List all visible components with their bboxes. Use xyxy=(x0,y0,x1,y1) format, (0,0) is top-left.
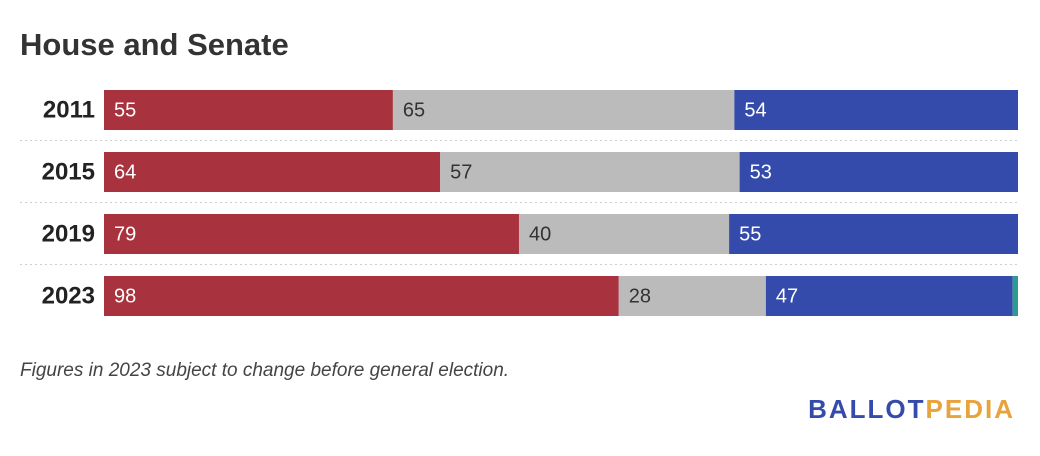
bar-segment xyxy=(104,90,393,130)
value-label: 55 xyxy=(114,99,136,121)
y-tick-label: 2015 xyxy=(42,158,95,185)
footnote: Figures in 2023 subject to change before… xyxy=(20,360,509,381)
bar-segment xyxy=(734,90,1018,130)
y-tick-label: 2019 xyxy=(42,220,95,247)
value-label: 79 xyxy=(114,223,136,245)
bar-segment xyxy=(765,276,1013,316)
value-label: 98 xyxy=(114,285,136,307)
value-label: 40 xyxy=(529,223,551,245)
bar-segment xyxy=(104,214,519,254)
value-label: 28 xyxy=(629,285,651,307)
bar-segment xyxy=(104,152,441,192)
bar-segment xyxy=(104,276,619,316)
value-label: 65 xyxy=(403,99,425,121)
y-tick-label: 2011 xyxy=(43,96,95,123)
bar-segment xyxy=(739,152,1018,192)
value-label: 54 xyxy=(744,99,766,121)
value-label: 64 xyxy=(114,161,136,183)
bar-segment xyxy=(618,276,766,316)
value-label: 55 xyxy=(739,223,761,245)
value-label: 47 xyxy=(776,285,798,307)
value-label: 57 xyxy=(450,161,472,183)
logo-part: PEDIA xyxy=(926,394,1015,424)
bar-segment xyxy=(1012,276,1018,316)
value-label: 53 xyxy=(750,161,772,183)
bar-segment xyxy=(729,214,1018,254)
chart-title: House and Senate xyxy=(20,27,289,62)
bar-segment xyxy=(392,90,735,130)
bar-segment xyxy=(440,152,740,192)
bar-segment xyxy=(518,214,730,254)
y-tick-label: 2023 xyxy=(42,282,95,309)
logo: BALLOTPEDIA xyxy=(808,394,1015,424)
logo-part: BALLOT xyxy=(808,394,925,424)
